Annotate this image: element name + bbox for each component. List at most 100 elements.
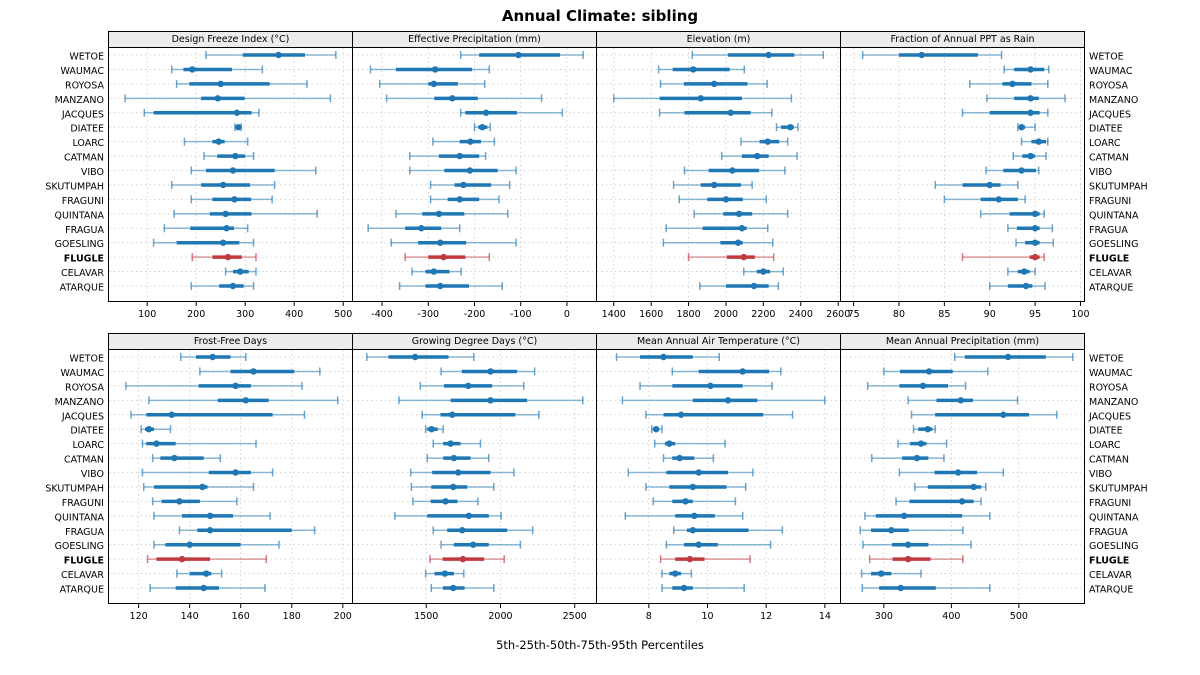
site-label: ATARQUE <box>1089 283 1133 294</box>
panels-row-bottom: Frost-Free Days 120 140 160 180 200 Growing De… <box>108 333 1085 629</box>
axis-tick-label: -200 <box>464 309 486 320</box>
percentile-interval-royosa <box>378 79 486 88</box>
percentile-interval-quintana <box>395 209 509 218</box>
percentile-interval-goesling <box>665 540 772 549</box>
axis-tick-label: 200 <box>334 611 352 622</box>
site-label-column: WETOE WAUMAC ROYOSA MANZANO JACQUES DIATEE LOA… <box>1088 52 1148 294</box>
panel: Mean Annual Precipitation (mm) 300 400 500 <box>840 333 1085 629</box>
site-label: ROYOSA <box>65 80 105 91</box>
site-label: DIATEE <box>1089 426 1123 437</box>
site-label: FRAGUA <box>65 527 104 538</box>
axis-tick-label: 500 <box>1010 611 1028 622</box>
site-labels-right-top: WETOE WAUMAC ROYOSA MANZANO JACQUES DIATEE LOA… <box>1085 31 1191 327</box>
site-label: MANZANO <box>1089 397 1138 408</box>
site-label: DIATEE <box>1089 124 1123 135</box>
panel-band-top: WETOE WAUMAC ROYOSA MANZANO JACQUES DIATEE LOA… <box>2 31 1198 327</box>
percentile-interval-catman <box>720 152 798 161</box>
site-label: FRAGUNI <box>62 196 104 207</box>
percentile-interval-diatee <box>234 123 243 132</box>
site-label: FRAGUNI <box>1089 498 1131 509</box>
site-label: VIBO <box>81 167 104 178</box>
percentile-interval-fragua <box>665 224 769 233</box>
site-label-column: WETOE WAUMAC ROYOSA MANZANO JACQUES DIATEE LOA… <box>45 354 105 596</box>
site-label: ROYOSA <box>65 382 105 393</box>
axis-tick-label: 400 <box>942 611 960 622</box>
site-label: WAUMAC <box>1089 368 1133 379</box>
site-labels-left-top: WETOE WAUMAC ROYOSA MANZANO JACQUES DIATEE LOA… <box>2 31 108 327</box>
site-label: JACQUES <box>1088 411 1131 422</box>
panel-band-bottom: WETOE WAUMAC ROYOSA MANZANO JACQUES DIATEE LOA… <box>2 333 1198 629</box>
percentile-interval-goesling <box>662 238 774 247</box>
percentile-interval-fraguni <box>151 497 238 506</box>
percentile-interval-jacques <box>961 108 1049 117</box>
axis-tick-label: 400 <box>285 309 303 320</box>
percentile-interval-fragua <box>1007 224 1054 233</box>
site-label: CELAVAR <box>1089 268 1132 279</box>
site-label: ATARQUE <box>60 585 104 596</box>
axis-tick-label: 1500 <box>414 611 438 622</box>
percentile-interval-diatee <box>473 123 491 132</box>
percentile-interval-jacques <box>658 108 773 117</box>
percentile-interval-fragua <box>859 526 964 535</box>
axis-tick-label: 80 <box>893 309 905 320</box>
percentile-interval-manzano <box>986 94 1066 103</box>
panel-plot: 100 200 300 400 500 <box>108 47 353 320</box>
percentile-interval-waumac <box>671 367 782 376</box>
percentile-interval-catman <box>426 454 490 463</box>
site-label: VIBO <box>1089 469 1112 480</box>
percentile-interval-royosa <box>175 79 308 88</box>
percentile-interval-loarc <box>183 137 249 146</box>
panel-strip-title: Fraction of Annual PPT as Rain <box>840 31 1085 48</box>
percentile-interval-jacques <box>421 410 540 419</box>
site-label: LOARC <box>1089 138 1121 149</box>
percentile-interval-royosa <box>419 381 525 390</box>
axis-tick-label: 100 <box>138 309 156 320</box>
panel: Growing Degree Days (°C) 1500 2000 2500 <box>352 333 597 629</box>
site-label: WAUMAC <box>1089 66 1133 77</box>
axis-tick-label: 2000 <box>714 309 738 320</box>
panel-strip-title: Growing Degree Days (°C) <box>352 333 597 350</box>
percentile-interval-vibo <box>683 166 786 175</box>
site-label: CELAVAR <box>61 570 104 581</box>
panel: Mean Annual Air Temperature (°C) 8 10 12 14 <box>596 333 841 629</box>
percentile-interval-skutumpah <box>429 180 511 189</box>
site-label: CELAVAR <box>61 268 104 279</box>
percentile-interval-manzano <box>613 94 793 103</box>
percentile-interval-jacques <box>459 108 564 117</box>
percentile-interval-wetoe <box>615 353 720 361</box>
site-label: FRAGUA <box>1089 527 1128 538</box>
percentile-interval-diatee <box>650 425 663 434</box>
axis-tick-label: 0 <box>564 309 570 320</box>
panel-strip-title: Elevation (m) <box>596 31 841 48</box>
percentile-interval-skutumpah <box>914 482 987 491</box>
percentile-interval-atarque <box>149 584 266 592</box>
percentile-interval-goesling <box>1015 238 1054 247</box>
axis-tick-label: 2500 <box>563 611 587 622</box>
percentile-interval-vibo <box>190 166 317 175</box>
axis-tick-label: 200 <box>187 309 205 320</box>
site-label: SKUTUMPAH <box>1089 181 1148 192</box>
percentile-interval-fragua <box>432 526 534 535</box>
axis-tick-label: 140 <box>181 611 199 622</box>
site-label: GOESLING <box>1089 239 1138 250</box>
percentile-interval-fraguni <box>678 195 767 204</box>
axis-tick-label: 120 <box>130 611 148 622</box>
percentile-interval-fraguni <box>895 497 982 506</box>
percentile-interval-royosa <box>866 381 967 390</box>
panel: Elevation (m) 1400 1600 1800 2000 2200 2400 260… <box>596 31 850 327</box>
percentile-interval-flugle <box>191 253 257 262</box>
site-label: FLUGLE <box>1089 254 1129 265</box>
site-label: WAUMAC <box>61 66 105 77</box>
site-label: CATMAN <box>64 455 104 466</box>
percentile-interval-celavar <box>661 569 693 578</box>
percentile-interval-goesling <box>440 540 522 549</box>
axis-tick-label: 2200 <box>751 309 775 320</box>
site-label: VIBO <box>1089 167 1112 178</box>
site-label: CELAVAR <box>1089 570 1132 581</box>
percentile-interval-fragua <box>673 526 784 535</box>
percentile-interval-loarc <box>432 137 496 146</box>
percentile-interval-celavar <box>224 267 257 276</box>
percentile-interval-quintana <box>624 511 744 520</box>
site-label: MANZANO <box>1089 95 1138 106</box>
percentile-interval-celavar <box>1007 267 1036 276</box>
